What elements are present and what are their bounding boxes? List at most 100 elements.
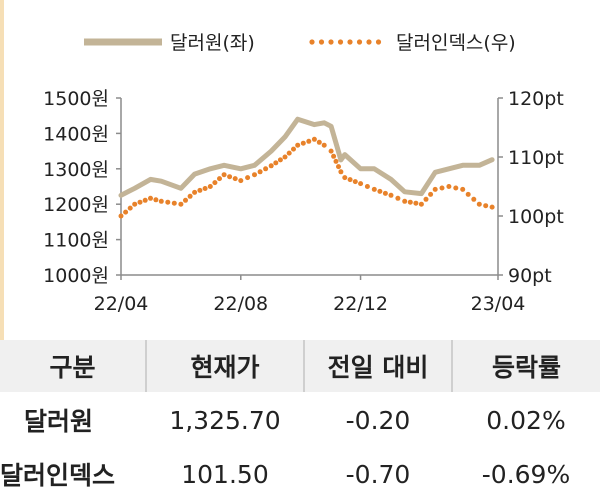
series-dot-dxy [439, 185, 445, 191]
series-dot-dxy [460, 186, 466, 192]
series-dot-dxy [446, 184, 452, 189]
series-dot-dxy [277, 157, 283, 163]
series-dot-dxy [153, 197, 159, 203]
series-dot-dxy [377, 188, 383, 194]
row-name: 달러인덱스 [0, 447, 146, 502]
table-row: 달러인덱스 101.50 -0.70 -0.69% [0, 447, 600, 502]
series-dot-dxy [388, 192, 394, 198]
series-dot-dxy [407, 199, 413, 205]
series-dot-dxy [282, 154, 288, 160]
header-rate: 등락률 [451, 340, 600, 394]
series-dot-dxy [333, 158, 339, 164]
left-tick-label: 1500원 [43, 88, 109, 110]
left-tick-label: 1400원 [43, 123, 109, 145]
series-dot-dxy [316, 139, 322, 145]
series-dot-dxy [273, 160, 279, 166]
series-dot-dxy [342, 175, 348, 181]
series-dot-dxy [197, 187, 203, 193]
series-dot-dxy [187, 193, 193, 199]
legend-label-usdkrw: 달러원(좌) [170, 32, 255, 54]
left-tick-label: 1200원 [43, 194, 109, 216]
header-price: 현재가 [145, 340, 304, 394]
series-dot-dxy [252, 172, 257, 178]
left-tick-label: 1100원 [43, 230, 109, 252]
quote-table: 구분 현재가 전일 대비 등락률 달러원 1,325.70 -0.20 0.02… [0, 340, 600, 502]
legend-dot [328, 39, 334, 45]
series-dot-dxy [221, 172, 227, 178]
series-dot-dxy [232, 176, 238, 182]
series-dot-dxy [217, 176, 222, 182]
series-dot-dxy [331, 153, 337, 159]
legend-dot [337, 39, 344, 45]
series-dot-dxy [212, 180, 218, 186]
legend-dot [347, 39, 353, 45]
legend: 달러원(좌) 달러인덱스(우) [84, 32, 516, 54]
series-dot-dxy [395, 195, 401, 201]
series-dot-dxy [418, 201, 424, 207]
series-dot-dxy [300, 140, 306, 146]
series-dot-dxy [402, 198, 408, 204]
series-dot-dxy [207, 184, 213, 189]
series-dot-dxy [328, 148, 334, 154]
row-change: -0.70 [304, 447, 452, 502]
left-edge-band [0, 0, 4, 340]
row-price: 1,325.70 [146, 393, 304, 448]
legend-swatch-dxy [309, 39, 382, 45]
exchange-rate-chart: 달러원(좌) 달러인덱스(우) 1000원 1100원 1200원 1300원 1400… [43, 32, 564, 315]
series-dot-dxy [268, 163, 274, 169]
legend-dot [375, 39, 382, 45]
legend-dot [366, 39, 372, 45]
series-dot-dxy [148, 195, 153, 201]
series-dot-dxy [428, 191, 434, 197]
series-dot-dxy [171, 200, 177, 206]
series-dot-dxy [338, 169, 344, 175]
x-tick-label: 23/04 [471, 293, 526, 315]
legend-label-dxy: 달러인덱스(우) [396, 32, 516, 54]
left-tick-label: 1000원 [43, 265, 109, 287]
series-dot-dxy [137, 199, 143, 205]
legend-dot [318, 39, 325, 45]
right-tick-label: 100pt [508, 206, 564, 228]
series-dot-dxy [364, 184, 370, 189]
x-tick-label: 22/04 [94, 293, 149, 315]
table-header-row: 구분 현재가 전일 대비 등락률 [0, 340, 600, 394]
right-tick-label: 90pt [508, 265, 552, 287]
series-dot-dxy [483, 203, 489, 209]
series-dot-dxy [371, 186, 377, 192]
series-dot-dxy [347, 177, 353, 183]
series-dot-dxy [321, 142, 327, 148]
series-dot-dxy [358, 181, 364, 187]
tick-labels: 1000원 1100원 1200원 1300원 1400원 1500원 90pt 100pt 1… [43, 88, 564, 315]
right-tick-label: 110pt [508, 147, 564, 169]
right-tick-label: 120pt [508, 88, 564, 110]
series-dot-dxy [295, 142, 301, 148]
legend-dot [356, 39, 363, 45]
table-row: 달러원 1,325.70 -0.20 0.02% [0, 393, 600, 448]
series-dxy [118, 136, 495, 219]
series-dot-dxy [238, 178, 244, 184]
series-dot-dxy [132, 201, 138, 207]
series-dot-dxy [263, 166, 269, 172]
series-dot-dxy [158, 198, 164, 204]
row-rate: 0.02% [452, 393, 600, 448]
left-tick-label: 1300원 [43, 159, 109, 181]
row-price: 101.50 [146, 447, 304, 502]
series-dot-dxy [489, 204, 495, 210]
row-rate: -0.69% [452, 447, 600, 502]
header-category: 구분 [0, 340, 146, 394]
series-dot-dxy [245, 175, 251, 181]
row-name: 달러원 [0, 393, 146, 448]
axes [116, 97, 503, 280]
series-dot-dxy [165, 199, 171, 205]
plot-area [118, 116, 495, 219]
series-dot-dxy [336, 164, 341, 170]
series-dot-dxy [118, 213, 124, 219]
series-dot-dxy [465, 191, 471, 197]
series-dot-dxy [227, 174, 233, 180]
x-tick-label: 22/12 [333, 293, 388, 315]
series-dot-dxy [352, 179, 358, 185]
series-dot-dxy [202, 186, 208, 191]
series-dot-dxy [127, 205, 133, 211]
header-change: 전일 대비 [303, 340, 452, 394]
series-dot-dxy [453, 185, 459, 191]
